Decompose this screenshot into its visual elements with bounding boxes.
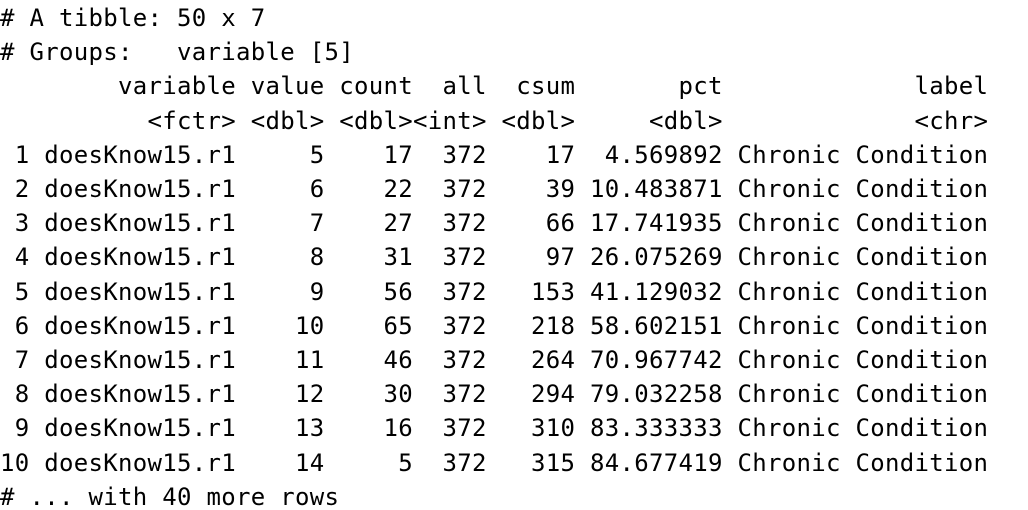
- table-cell: 7: [309, 209, 325, 238]
- row-number: 2: [14, 175, 30, 203]
- column-header: label: [914, 72, 989, 101]
- row-number: 6: [14, 311, 30, 340]
- table-cell: 10.483871: [590, 175, 723, 203]
- table-cell: 294: [531, 380, 576, 409]
- column-type: <dbl>: [501, 106, 576, 135]
- table-cell: doesKnow15.r1: [44, 380, 236, 409]
- row-number: 5: [14, 277, 30, 306]
- row-number: 8: [14, 380, 30, 409]
- table-cell: 372: [442, 311, 487, 340]
- table-cell: 26.075269: [590, 243, 723, 272]
- column-header: pct: [678, 72, 723, 101]
- column-header: all: [442, 72, 487, 101]
- groups-line: # Groups: variable [5]: [0, 38, 354, 67]
- table-cell: 13: [295, 414, 325, 443]
- table-cell: 310: [531, 414, 576, 443]
- table-cell: 372: [442, 175, 487, 203]
- table-cell: 372: [442, 243, 487, 272]
- table-cell: doesKnow15.r1: [44, 346, 236, 374]
- table-cell: Chronic Condition: [737, 209, 989, 238]
- table-cell: 372: [442, 277, 487, 306]
- table-cell: doesKnow15.r1: [44, 448, 236, 477]
- row-number: 4: [14, 243, 30, 272]
- table-cell: 22: [383, 175, 413, 203]
- table-cell: 10: [295, 311, 325, 340]
- table-cell: 70.967742: [590, 346, 723, 374]
- table-cell: 372: [442, 346, 487, 374]
- table-cell: Chronic Condition: [737, 277, 989, 306]
- table-cell: 9: [309, 277, 325, 306]
- table-cell: Chronic Condition: [737, 175, 989, 203]
- table-cell: 79.032258: [590, 380, 723, 409]
- table-cell: Chronic Condition: [737, 243, 989, 272]
- table-cell: Chronic Condition: [737, 380, 989, 409]
- table-cell: 11: [295, 346, 325, 374]
- table-cell: 16: [383, 414, 413, 443]
- column-type: <dbl>: [250, 106, 325, 135]
- column-type: <fctr>: [147, 106, 236, 135]
- table-cell: doesKnow15.r1: [44, 243, 236, 272]
- table-cell: 41.129032: [590, 277, 723, 306]
- table-cell: 39: [545, 175, 576, 203]
- table-cell: 315: [531, 448, 576, 477]
- column-type: <dbl>: [649, 106, 723, 135]
- column-header: count: [339, 72, 413, 101]
- table-cell: Chronic Condition: [737, 311, 989, 340]
- table-cell: 372: [442, 209, 487, 238]
- table-cell: doesKnow15.r1: [44, 277, 236, 306]
- table-cell: 372: [442, 380, 487, 409]
- table-cell: 17: [383, 140, 413, 169]
- table-cell: 218: [531, 311, 576, 340]
- column-header: value: [250, 72, 325, 101]
- table-cell: 66: [545, 209, 576, 238]
- table-cell: Chronic Condition: [737, 346, 989, 374]
- table-cell: doesKnow15.r1: [44, 209, 236, 238]
- table-cell: 17: [545, 140, 576, 169]
- table-cell: 4.569892: [604, 140, 723, 169]
- table-cell: Chronic Condition: [737, 140, 989, 169]
- row-number: 10: [0, 448, 30, 477]
- table-cell: doesKnow15.r1: [44, 175, 236, 203]
- table-cell: 153: [531, 277, 576, 306]
- table-cell: 6: [309, 175, 325, 203]
- table-cell: 8: [309, 243, 325, 272]
- table-cell: 17.741935: [590, 209, 723, 238]
- table-cell: 97: [545, 243, 576, 272]
- table-cell: 46: [383, 346, 413, 374]
- table-cell: Chronic Condition: [737, 414, 989, 443]
- row-number: 9: [14, 414, 30, 443]
- table-cell: 372: [442, 414, 487, 443]
- column-header: csum: [516, 72, 576, 101]
- table-cell: doesKnow15.r1: [44, 311, 236, 340]
- table-cell: 31: [383, 243, 413, 272]
- table-cell: doesKnow15.r1: [44, 140, 236, 169]
- row-number: 7: [14, 346, 30, 374]
- column-header: variable: [118, 72, 236, 101]
- table-cell: 372: [442, 448, 487, 477]
- row-number: 1: [14, 140, 30, 169]
- column-type: <dbl>: [339, 106, 413, 135]
- table-cell: 83.333333: [590, 414, 723, 443]
- table-cell: 14: [295, 448, 325, 477]
- column-type: <int>: [413, 106, 487, 135]
- table-cell: 264: [531, 346, 576, 374]
- table-cell: 30: [383, 380, 413, 409]
- table-cell: Chronic Condition: [737, 448, 989, 477]
- table-cell: 65: [383, 311, 413, 340]
- tibble-title: # A tibble: 50 x 7: [0, 4, 266, 32]
- table-cell: 84.677419: [590, 448, 723, 477]
- table-cell: 27: [383, 209, 413, 238]
- table-cell: 5: [309, 140, 325, 169]
- table-cell: doesKnow15.r1: [44, 414, 236, 443]
- table-cell: 58.602151: [590, 311, 723, 340]
- table-cell: 56: [383, 277, 413, 306]
- footer-line: # ... with 40 more rows: [0, 482, 340, 510]
- table-cell: 372: [442, 140, 487, 169]
- column-type: <chr>: [914, 106, 989, 135]
- row-number: 3: [14, 209, 30, 238]
- table-cell: 12: [295, 380, 325, 409]
- table-cell: 5: [398, 448, 413, 477]
